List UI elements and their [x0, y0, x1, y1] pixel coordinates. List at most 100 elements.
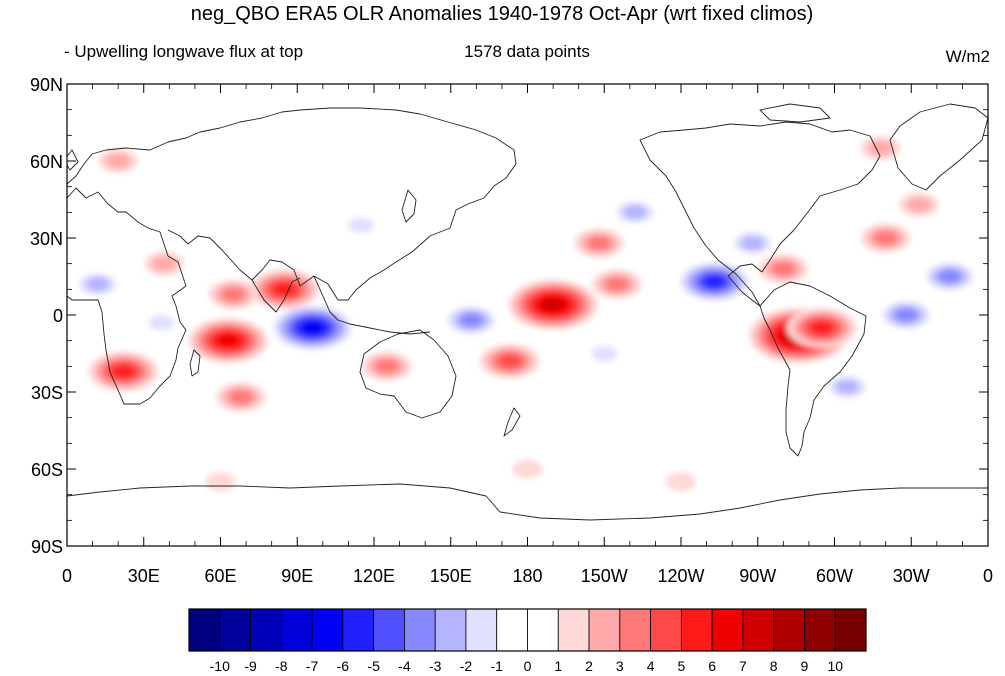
anomaly-blob-26-level-2 — [151, 255, 178, 272]
colorbar-label: -6 — [337, 658, 350, 674]
colorbar-box-8 — [434, 608, 467, 652]
x-tick-label: 90E — [281, 566, 313, 586]
chart-title: neg_QBO ERA5 OLR Anomalies 1940-1978 Oct… — [191, 3, 813, 25]
colorbar-frame — [188, 608, 867, 652]
x-tick-label: 120E — [353, 566, 395, 586]
x-tick-label: 120W — [657, 566, 704, 586]
left-subtitle: - Upwelling longwave flux at top — [64, 42, 303, 61]
coastline-north-america — [639, 121, 881, 307]
anomaly-blob-19-level-3 — [771, 261, 796, 276]
anomaly-blob-7-level-3 — [229, 390, 253, 405]
colorbar-label: -10 — [210, 658, 230, 674]
center-subtitle: 1578 data points — [464, 42, 590, 61]
colorbar-box-9 — [465, 608, 498, 652]
y-tick-label: 90N — [30, 75, 63, 95]
colorbar-box-7 — [404, 608, 436, 652]
y-tick-label: 90S — [31, 537, 63, 557]
anomaly-blob-16-level-3 — [587, 236, 611, 251]
colorbar-box-18 — [742, 608, 775, 652]
colorbar-box-14 — [619, 608, 651, 652]
colorbar: -10 -9 -8 -7 -6 -5 -4 -3 -2 -1 0 1 2 3 4 5 6 7 8 9 10 — [188, 608, 867, 674]
coastline-arctic-islands — [759, 103, 831, 123]
colorbar-label: -5 — [367, 658, 380, 674]
x-tick-label: 180 — [512, 566, 542, 586]
anomaly-blob-8-level-2 — [148, 314, 175, 331]
colorbar-box-16 — [680, 608, 713, 652]
colorbar-box-2 — [250, 608, 282, 652]
anomaly-blob-15-level-3 — [623, 205, 647, 220]
coastline-japan — [401, 189, 417, 223]
anomaly-blob-13-level-6 — [703, 275, 725, 288]
colorbar-label: 7 — [739, 658, 747, 674]
anomaly-blob-14-level-3 — [740, 236, 765, 251]
colorbar-label: 3 — [616, 658, 624, 674]
colorbar-box-10 — [496, 608, 528, 652]
colorbar-label: -8 — [275, 658, 288, 674]
y-tick-label: 60N — [30, 152, 63, 172]
anomaly-blob-20-level-4 — [894, 308, 918, 322]
colorbar-box-12 — [557, 608, 590, 652]
anomaly-blob-11-level-4 — [498, 354, 521, 368]
colorbar-label: -4 — [398, 658, 411, 674]
colorbar-box-15 — [650, 608, 682, 652]
anomaly-field — [72, 135, 980, 492]
coastline-new-zealand — [503, 407, 521, 437]
coastline-antarctica — [67, 483, 988, 521]
x-tick-label: 0 — [62, 566, 72, 586]
anomaly-blob-25-level-2 — [867, 140, 894, 157]
anomaly-blob-6-level-5 — [112, 365, 135, 378]
x-tick-label: 90W — [739, 566, 776, 586]
colorbar-box-3 — [280, 608, 313, 652]
anomaly-blob-21-level-4 — [938, 269, 961, 284]
colorbar-box-5 — [342, 608, 375, 652]
colorbar-label: 4 — [647, 658, 655, 674]
colorbar-box-19 — [773, 608, 805, 652]
colorbar-box-11 — [527, 608, 559, 652]
coastline-india — [251, 277, 301, 313]
anomaly-blob-5-level-3 — [221, 287, 246, 302]
colorbar-label: 5 — [677, 658, 685, 674]
colorbar-label: -7 — [306, 658, 319, 674]
colorbar-box-21 — [834, 608, 867, 652]
coastline-madagascar — [189, 349, 201, 377]
anomaly-blob-31-level-1 — [512, 459, 543, 479]
colorbar-label: 8 — [770, 658, 778, 674]
colorbar-box-1 — [219, 608, 251, 652]
x-tick-label: 30E — [128, 566, 160, 586]
colorbar-label: 1 — [554, 658, 562, 674]
y-tick-label: 30N — [30, 229, 63, 249]
coastline-greenland — [889, 103, 988, 191]
colorbar-label: 9 — [801, 658, 809, 674]
colorbar-box-13 — [588, 608, 621, 652]
anomaly-blob-0-level-7 — [542, 298, 564, 311]
colorbar-box-17 — [711, 608, 744, 652]
anomaly-blob-28-level-2 — [348, 217, 375, 234]
anomaly-blob-2-level-7 — [302, 322, 323, 334]
anomaly-blob-24-level-2 — [906, 196, 932, 213]
x-tick-label: 60W — [816, 566, 853, 586]
anomaly-blob-32-level-1 — [666, 472, 696, 492]
y-tick-label: 60S — [31, 460, 63, 480]
colorbar-label: 2 — [585, 658, 593, 674]
y-tick-label: 0 — [53, 306, 63, 326]
colorbar-label: -2 — [460, 658, 473, 674]
coastline-africa-eurasia — [67, 187, 187, 405]
anomaly-blob-12-level-3 — [374, 359, 399, 374]
coastline-australia — [359, 329, 457, 419]
units-label: W/m2 — [946, 47, 990, 66]
anomaly-blob-29-level-2 — [591, 345, 618, 362]
anomaly-blob-10-level-4 — [459, 313, 483, 327]
colorbar-label: -1 — [491, 658, 504, 674]
coastline-south-america — [759, 281, 867, 457]
x-tick-label: 0 — [983, 566, 993, 586]
x-axis: 0 30E 60E 90E 120E 150E 180 150W 120W 90W 60W 30W 0 — [62, 84, 993, 586]
anomaly-blob-30-level-1 — [205, 472, 236, 492]
anomaly-blob-3-level-6 — [217, 334, 239, 347]
anomaly-blob-27-level-2 — [105, 153, 132, 169]
colorbar-label: 10 — [827, 658, 843, 674]
anomaly-blob-1-level-3 — [605, 277, 629, 292]
y-axis: 90N 60N 30N 0 30S 60S 90S — [30, 75, 988, 557]
colorbar-box-0 — [188, 608, 221, 652]
colorbar-label: -9 — [244, 658, 257, 674]
